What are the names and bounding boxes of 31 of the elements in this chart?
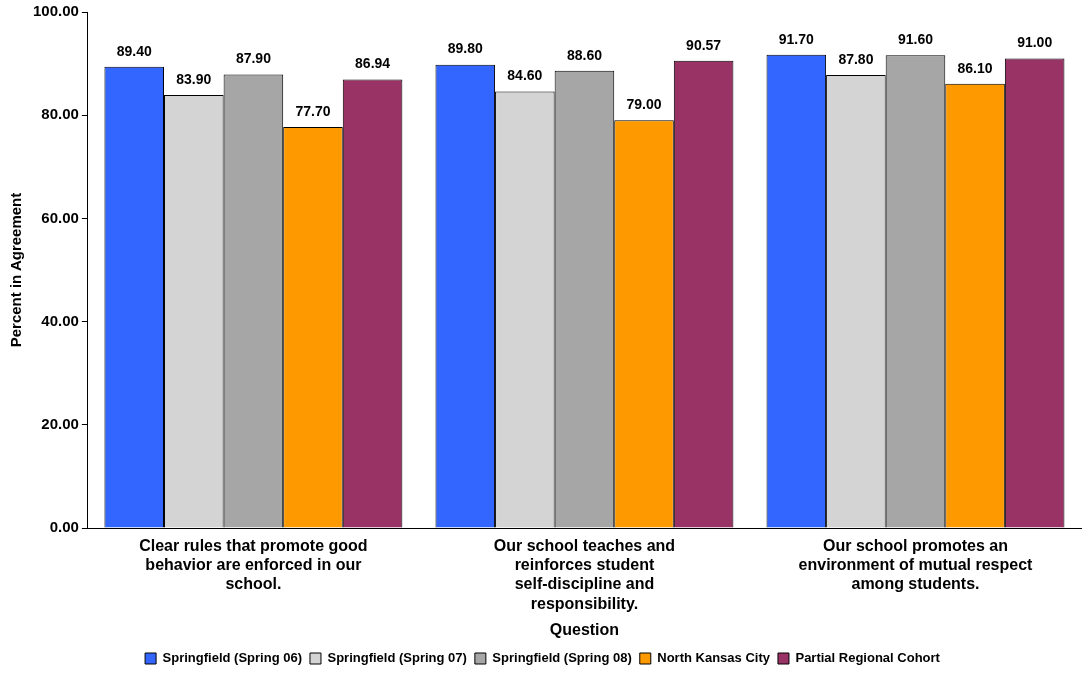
data-label: 89.80 — [447, 40, 483, 57]
data-label: 89.40 — [116, 42, 152, 59]
data-label: 91.00 — [1017, 34, 1053, 51]
x-tick-label: Our school promotes an environment of mutual respect among students. — [798, 537, 1034, 593]
legend-label: North Kansas City — [657, 650, 771, 666]
y-axis-title: Percent in Agreement — [7, 192, 25, 348]
data-label: 90.57 — [686, 36, 722, 53]
data-label: 84.60 — [507, 67, 543, 84]
data-label: 91.70 — [778, 30, 815, 47]
data-label: 86.94 — [355, 55, 391, 72]
y-tick-label: 100.00 — [32, 2, 79, 20]
data-label: 83.90 — [176, 70, 212, 87]
data-label: 79.00 — [626, 96, 662, 113]
data-label: 77.70 — [295, 102, 331, 119]
y-tick-label: 60.00 — [41, 208, 79, 226]
data-label: 87.90 — [235, 50, 272, 67]
x-tick-label: Our school teaches and reinforces student self-discipline and responsibility. — [493, 537, 676, 612]
y-tick-label: 0.00 — [49, 518, 79, 536]
legend-label: Springfield (Spring 08) — [492, 650, 632, 666]
y-tick-label: 80.00 — [41, 105, 79, 123]
data-label: 88.60 — [566, 46, 603, 63]
legend-label: Partial Regional Cohort — [795, 650, 941, 666]
data-label: 91.60 — [897, 31, 934, 48]
x-tick-label: Clear rules that promote good behavior are enforced in our school. — [139, 537, 368, 593]
y-tick-label: 20.00 — [41, 414, 79, 432]
data-label: 86.10 — [957, 59, 993, 76]
y-tick-label: 40.00 — [41, 311, 79, 329]
legend-label: Springfield (Spring 07) — [327, 650, 467, 666]
data-label: 87.80 — [838, 50, 874, 67]
legend-label: Springfield (Spring 06) — [162, 650, 302, 666]
x-axis-title: Question — [549, 620, 620, 638]
